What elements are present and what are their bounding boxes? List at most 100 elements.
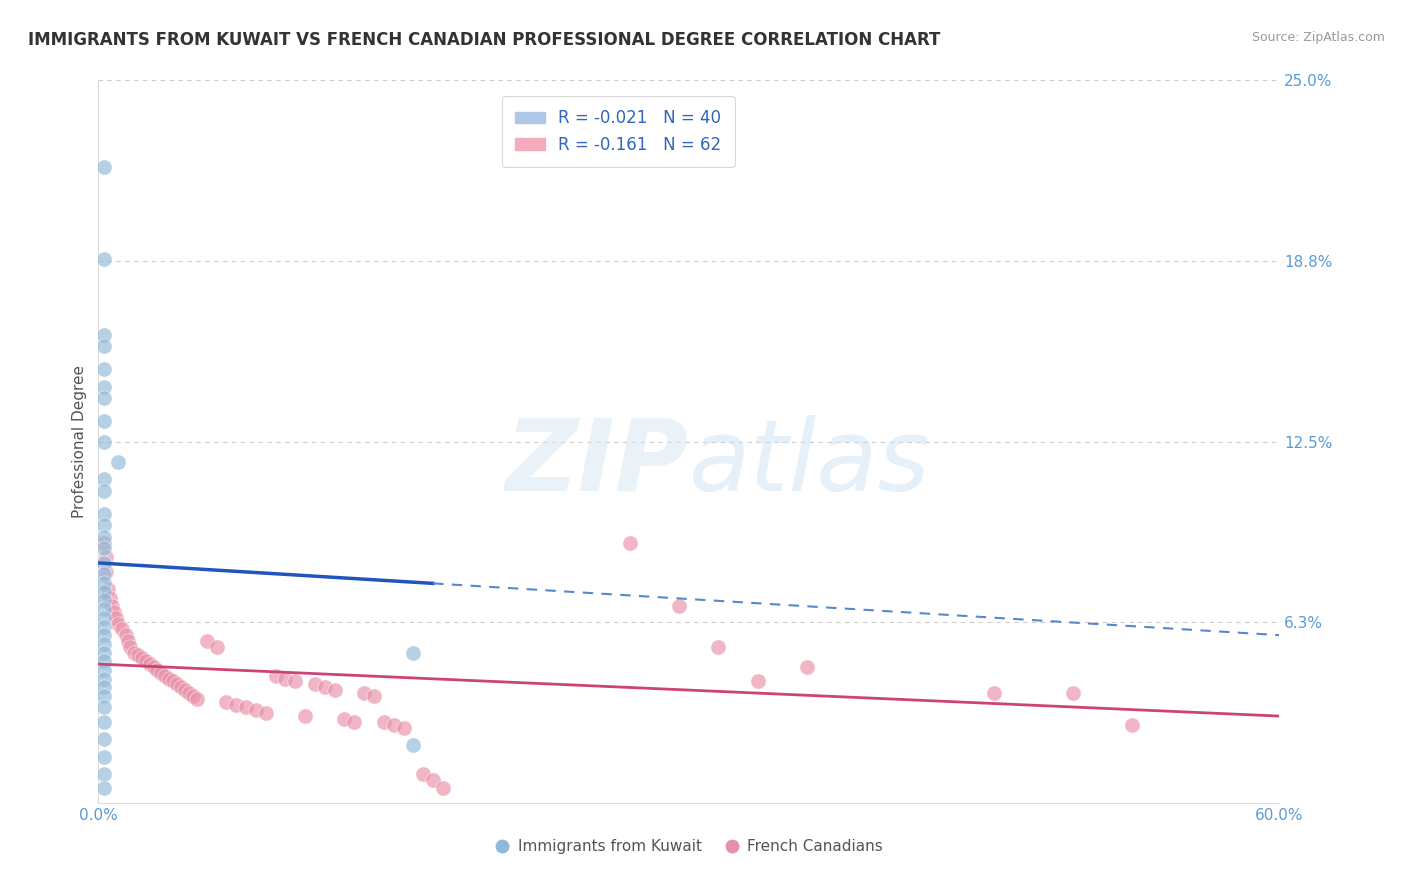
Point: [170, 680, 193, 694]
Point: [98, 591, 121, 605]
Point: [294, 709, 316, 723]
Point: [93, 567, 115, 582]
Point: [93, 584, 115, 599]
Point: [93, 518, 115, 533]
Point: [432, 781, 454, 796]
Text: IMMIGRANTS FROM KUWAIT VS FRENCH CANADIAN PROFESSIONAL DEGREE CORRELATION CHART: IMMIGRANTS FROM KUWAIT VS FRENCH CANADIA…: [28, 31, 941, 49]
Point: [117, 634, 139, 648]
Point: [323, 683, 346, 698]
Point: [1062, 686, 1084, 700]
Point: [93, 654, 115, 668]
Point: [796, 660, 818, 674]
Point: [186, 691, 208, 706]
Point: [93, 749, 115, 764]
Point: [93, 689, 115, 703]
Point: [225, 698, 247, 712]
Point: [115, 628, 138, 642]
Point: [254, 706, 277, 721]
Point: [135, 654, 157, 668]
Point: [402, 738, 425, 752]
Point: [93, 434, 115, 449]
Point: [131, 651, 153, 665]
Point: [93, 619, 115, 633]
Point: [392, 721, 415, 735]
Point: [177, 686, 200, 700]
Point: [353, 686, 375, 700]
Point: [668, 599, 690, 614]
Point: [93, 781, 115, 796]
Y-axis label: Professional Degree: Professional Degree: [72, 365, 87, 518]
Point: [97, 582, 120, 596]
Point: [146, 663, 169, 677]
Point: [983, 686, 1005, 700]
Point: [93, 472, 115, 486]
Point: [93, 379, 115, 393]
Point: [96, 565, 118, 579]
Point: [333, 712, 356, 726]
Point: [264, 668, 287, 682]
Point: [157, 672, 180, 686]
Point: [619, 535, 641, 549]
Point: [195, 634, 218, 648]
Point: [382, 718, 405, 732]
Point: [93, 530, 115, 544]
Point: [284, 674, 307, 689]
Point: [155, 668, 177, 682]
Point: [93, 556, 115, 570]
Text: atlas: atlas: [689, 415, 931, 512]
Point: [93, 483, 115, 498]
Point: [245, 703, 267, 717]
Point: [215, 695, 238, 709]
Point: [96, 550, 118, 565]
Point: [93, 700, 115, 714]
Point: [707, 640, 730, 654]
Point: [93, 414, 115, 428]
Point: [93, 680, 115, 694]
Point: [304, 677, 326, 691]
Point: [93, 637, 115, 651]
Point: [93, 602, 115, 616]
Point: [107, 616, 129, 631]
Point: [93, 593, 115, 607]
Point: [93, 628, 115, 642]
Point: [122, 646, 145, 660]
Point: [118, 640, 141, 654]
Point: [412, 767, 434, 781]
Point: [93, 541, 115, 556]
Point: [93, 327, 115, 342]
Point: [93, 507, 115, 521]
Point: [111, 623, 134, 637]
Point: [235, 700, 257, 714]
Text: Source: ZipAtlas.com: Source: ZipAtlas.com: [1251, 31, 1385, 45]
Point: [150, 665, 173, 680]
Point: [101, 599, 124, 614]
Point: [93, 362, 115, 376]
Point: [127, 648, 149, 663]
Point: [363, 689, 385, 703]
Point: [422, 772, 444, 787]
Point: [93, 576, 115, 591]
Point: [93, 672, 115, 686]
Point: [373, 714, 395, 729]
Point: [274, 672, 297, 686]
Point: [314, 680, 336, 694]
Point: [93, 646, 115, 660]
Point: [93, 339, 115, 353]
Legend: Immigrants from Kuwait, French Canadians: Immigrants from Kuwait, French Canadians: [488, 833, 890, 860]
Point: [93, 391, 115, 405]
Point: [162, 674, 184, 689]
Point: [93, 714, 115, 729]
Point: [174, 683, 197, 698]
Point: [1121, 718, 1143, 732]
Point: [93, 663, 115, 677]
Point: [93, 252, 115, 267]
Point: [107, 455, 129, 469]
Point: [181, 689, 204, 703]
Point: [93, 767, 115, 781]
Point: [402, 646, 425, 660]
Point: [93, 732, 115, 747]
Point: [747, 674, 769, 689]
Point: [205, 640, 228, 654]
Point: [93, 160, 115, 174]
Text: ZIP: ZIP: [506, 415, 689, 512]
